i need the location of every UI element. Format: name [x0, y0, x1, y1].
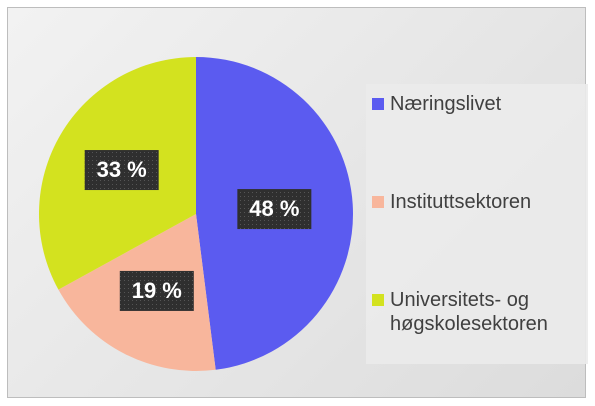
legend-label: Universitets- og høgskolesektoren	[390, 289, 548, 335]
legend-swatch	[372, 196, 384, 208]
legend-swatch	[372, 98, 384, 110]
legend-entry: Universitets- og høgskolesektoren	[372, 288, 586, 336]
data-label: 19 %	[132, 278, 182, 303]
legend-entry: Instituttsektoren	[372, 190, 586, 214]
data-label: 33 %	[97, 157, 147, 182]
legend-entry: Næringslivet	[372, 92, 586, 116]
legend: Næringslivet Instituttsektoren Universitet…	[366, 84, 588, 364]
data-label-box	[119, 270, 194, 311]
data-label-box	[84, 150, 159, 191]
data-label: 48 %	[249, 196, 299, 221]
data-label-box	[237, 189, 312, 230]
legend-label: Instituttsektoren	[390, 191, 532, 213]
legend-swatch	[372, 294, 384, 306]
legend-label: Næringslivet	[390, 93, 502, 115]
